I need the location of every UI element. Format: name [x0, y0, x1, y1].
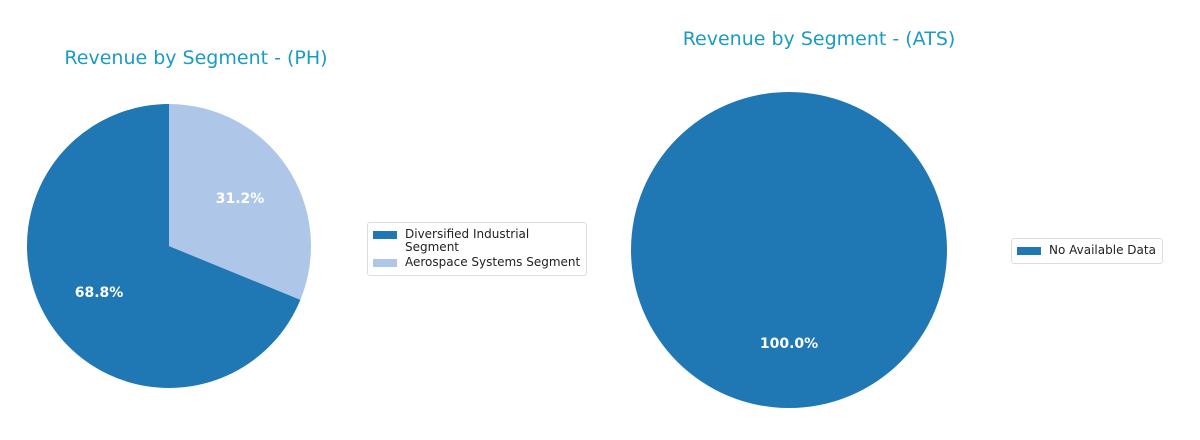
- swatch-aerospace: [373, 259, 397, 267]
- ats-slice-no-data: [631, 92, 947, 408]
- ats-label-all: 100.0%: [759, 336, 819, 352]
- ph-slice-aerospace: [169, 104, 311, 300]
- legend-item-aerospace: Aerospace Systems Segment: [373, 256, 580, 269]
- ph-label-aerospace: 31.2%: [215, 191, 265, 207]
- swatch-diversified: [373, 231, 397, 239]
- legend-item-diversified: Diversified Industrial Segment: [373, 228, 580, 254]
- ph-label-diversified: 68.8%: [74, 285, 124, 301]
- ph-legend: Diversified Industrial Segment Aerospace…: [367, 222, 588, 276]
- swatch-no-data: [1017, 247, 1041, 255]
- ph-chart-title: Revenue by Segment - (PH): [64, 47, 328, 69]
- ats-chart-title: Revenue by Segment - (ATS): [682, 28, 956, 50]
- legend-item-no-data: No Available Data: [1017, 244, 1156, 257]
- ats-legend: No Available Data: [1011, 238, 1163, 264]
- ph-slice-diversified: [26, 103, 301, 388]
